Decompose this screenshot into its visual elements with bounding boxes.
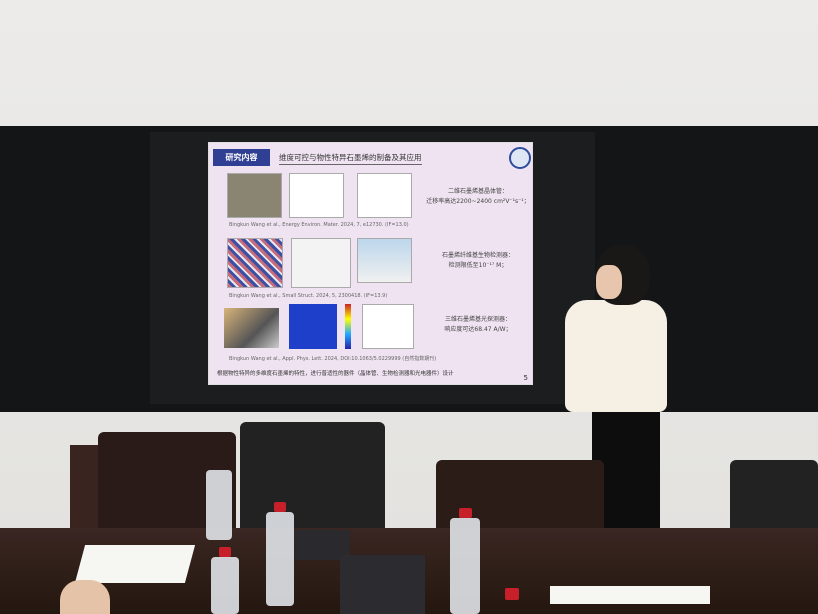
bottle-cap [505,588,519,600]
laptop [340,555,425,614]
paper [550,586,710,604]
water-bottle [206,470,232,540]
photodetector-image [224,308,279,348]
mapping-image [289,304,337,349]
section-tag: 研究内容 [213,149,270,166]
bullet-biosensor: 石墨烯纤维基生物检测器： 检测限低至10⁻¹⁷ M； [424,251,532,271]
presenter-shirt [565,300,667,412]
university-logo [509,147,531,169]
transfer-curve-plot-2 [357,173,412,218]
projected-slide: 研究内容 维度可控与物性特异石墨烯的制备及其应用 Bingkun Wang et… [208,142,533,385]
citation-2: Bingkun Wang et al., Small Struct. 2024,… [229,293,388,299]
fiber-image [227,238,283,288]
audience-hand [60,580,110,614]
bullet-photodetector: 三维石墨烯基光探测器： 响应度可达68.47 A/W； [424,315,532,335]
bullet-line: 二维石墨烯基晶体管： [447,188,508,195]
citation-1: Bingkun Wang et al., Energy Environ. Mat… [229,222,409,228]
bullet-line: 石墨烯纤维基生物检测器： [441,252,514,259]
water-bottle [450,518,480,614]
slide-title: 维度可控与物性特异石墨烯的制备及其应用 [279,152,422,165]
paper [74,545,196,583]
bottle-cap [274,502,286,512]
transfer-curve-plot [289,173,344,218]
water-bottle [211,557,239,614]
raman-3d-plot [357,238,412,283]
citation-3: Bingkun Wang et al., Appl. Phys. Lett. 2… [229,356,437,362]
bullet-line: 检测限低至10⁻¹⁷ M； [448,262,508,269]
device-image [227,173,282,218]
bottle-cap [219,547,231,557]
photoresponse-plot [362,304,414,349]
bottle-cap [459,508,472,518]
presenter-face [596,265,622,299]
bullet-line: 三维石墨烯基光探测器： [444,316,511,323]
schematic-plot [291,238,351,288]
bullet-line: 迁移率高达2200~2400 cm²V⁻¹s⁻¹； [426,198,530,205]
bullet-line: 响应度可达68.47 A/W； [444,326,512,333]
summary-text: 根据物性特异的多维度石墨烯的特性，进行普适性的器件（晶体管、生物检测器和光电器件… [217,371,454,377]
colorbar [345,304,351,349]
page-number: 5 [523,374,528,382]
bullet-transistor: 二维石墨烯基晶体管： 迁移率高达2200~2400 cm²V⁻¹s⁻¹； [424,187,532,207]
chair [240,422,385,537]
water-bottle [266,512,294,606]
